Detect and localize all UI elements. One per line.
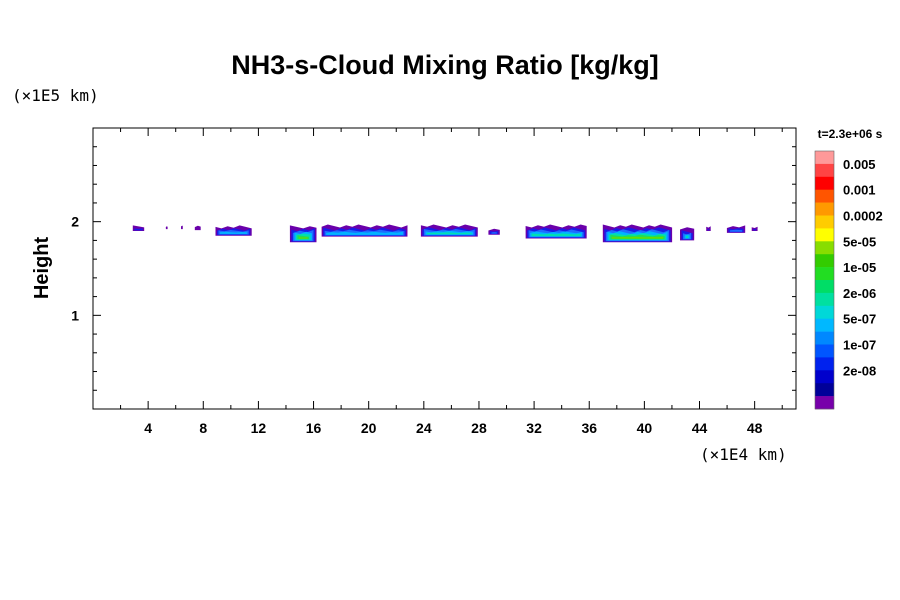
cloud-patch — [165, 226, 168, 230]
colorbar: 0.005 0.001 0.0002 5e-05 1e-05 2e-06 5e-07 1e-0… — [814, 150, 883, 410]
x-tick-label: 40 — [637, 420, 653, 436]
x-tick-label: 44 — [692, 420, 708, 436]
colorbar-label: 0.0002 — [843, 209, 883, 224]
cloud-patch — [194, 225, 201, 231]
cloud-layer — [686, 235, 689, 238]
colorbar-swatch — [815, 176, 834, 190]
x-tick-label: 20 — [361, 420, 377, 436]
colorbar-swatch — [815, 163, 834, 178]
cloud-patch — [215, 225, 252, 236]
colorbar-swatch — [815, 305, 834, 319]
cloud-field — [132, 224, 758, 243]
cloud-patch — [321, 224, 408, 237]
chart-title: NH3-s-Cloud Mixing Ratio [kg/kg] — [231, 50, 659, 80]
cloud-patch — [488, 228, 500, 235]
x-tick-label: 36 — [581, 420, 597, 436]
y-tick-label: 1 — [71, 307, 79, 323]
colorbar-swatch — [815, 151, 834, 165]
colorbar-frame — [814, 150, 835, 410]
x-tick-label: 16 — [306, 420, 322, 436]
colorbar-label: 1e-05 — [843, 260, 876, 275]
colorbar-label: 0.005 — [843, 157, 876, 172]
colorbar-swatch — [815, 202, 834, 216]
colorbar-swatch — [815, 189, 834, 203]
colorbar-swatch — [815, 331, 834, 345]
x-tick-label: 12 — [251, 420, 267, 436]
colorbar-label: 5e-07 — [843, 312, 876, 327]
cloud-layer — [220, 231, 248, 234]
colorbar-swatch — [815, 292, 834, 307]
cloud-layer — [491, 232, 497, 234]
cloud-patch — [680, 227, 695, 241]
cloud-patch — [706, 226, 711, 232]
y-unit-label: (×1E5 km) — [12, 86, 99, 105]
cloud-layer — [611, 236, 664, 239]
cloud-layer — [326, 231, 403, 235]
cloud-layer — [729, 229, 743, 232]
cloud-layer — [165, 226, 168, 230]
colorbar-swatch — [815, 396, 834, 410]
colorbar-swatch — [815, 344, 834, 358]
colorbar-swatch — [815, 228, 834, 242]
cloud-patch — [751, 226, 758, 232]
colorbar-label: 2e-06 — [843, 286, 876, 301]
plot-frame — [92, 127, 797, 410]
y-axis: 12 — [71, 146, 796, 391]
colorbar-title: t=2.3e+06 s — [818, 127, 883, 141]
cloud-layer — [298, 237, 308, 239]
x-tick-label: 24 — [416, 420, 432, 436]
cloud-patch — [181, 225, 183, 230]
colorbar-swatch — [815, 267, 834, 281]
cloud-patch — [602, 224, 673, 243]
cloud-patch — [420, 224, 478, 237]
colorbar-swatch — [815, 280, 834, 294]
colorbar-label: 0.001 — [843, 183, 876, 198]
colorbar-label: 5e-05 — [843, 234, 876, 249]
colorbar-label: 2e-08 — [843, 363, 876, 378]
colorbar-swatch — [815, 370, 834, 384]
cloud-layer — [181, 225, 183, 230]
cloud-layer — [194, 225, 201, 231]
cloud-layer — [707, 228, 710, 231]
cloud-layer — [753, 228, 757, 231]
colorbar-swatch — [815, 357, 834, 371]
cloud-layer — [426, 232, 472, 235]
x-axis: 4 8 12 16 20 24 28 32 36 40 44 48 — [120, 128, 783, 436]
colorbar-swatch — [815, 215, 834, 229]
cloud-layer — [706, 226, 711, 232]
cloud-layer — [134, 228, 143, 231]
y-tick-label: 2 — [71, 214, 79, 230]
colorbar-swatch — [815, 241, 834, 255]
y-axis-label: Height — [31, 237, 53, 300]
x-unit-label: (×1E4 km) — [700, 445, 787, 464]
cloud-patch — [289, 225, 317, 243]
x-tick-label: 32 — [526, 420, 542, 436]
cloud-patch — [132, 225, 145, 232]
colorbar-label: 1e-07 — [843, 338, 876, 353]
x-tick-label: 48 — [747, 420, 763, 436]
x-tick-label: 8 — [199, 420, 207, 436]
x-tick-label: 28 — [471, 420, 487, 436]
cloud-patch — [525, 224, 587, 239]
cloud-patch — [726, 225, 746, 233]
x-tick-label: 4 — [144, 420, 152, 436]
cloud-layer — [531, 233, 581, 237]
colorbar-swatch — [815, 383, 834, 397]
colorbar-swatch — [815, 318, 834, 332]
colorbar-swatch — [815, 254, 834, 268]
